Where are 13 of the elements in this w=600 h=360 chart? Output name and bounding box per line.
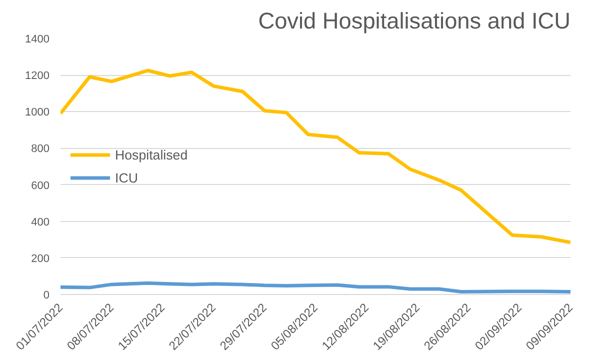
y-tick-label: 1200 [25, 70, 50, 82]
y-tick-label: 1000 [25, 106, 50, 119]
y-tick-label: 200 [31, 252, 50, 265]
line-series [60, 281, 570, 294]
y-tick-label: 1400 [25, 34, 50, 46]
legend-label: Hospitalised [115, 147, 188, 162]
chart-title: Covid Hospitalisations and ICU [258, 8, 571, 34]
y-tick-label: 600 [31, 180, 50, 192]
y-tick-label: 800 [31, 143, 50, 156]
legend-label: ICU [115, 170, 138, 185]
y-tick-label: 400 [31, 216, 50, 228]
line-series [60, 68, 570, 244]
y-tick-label: 0 [43, 290, 50, 302]
